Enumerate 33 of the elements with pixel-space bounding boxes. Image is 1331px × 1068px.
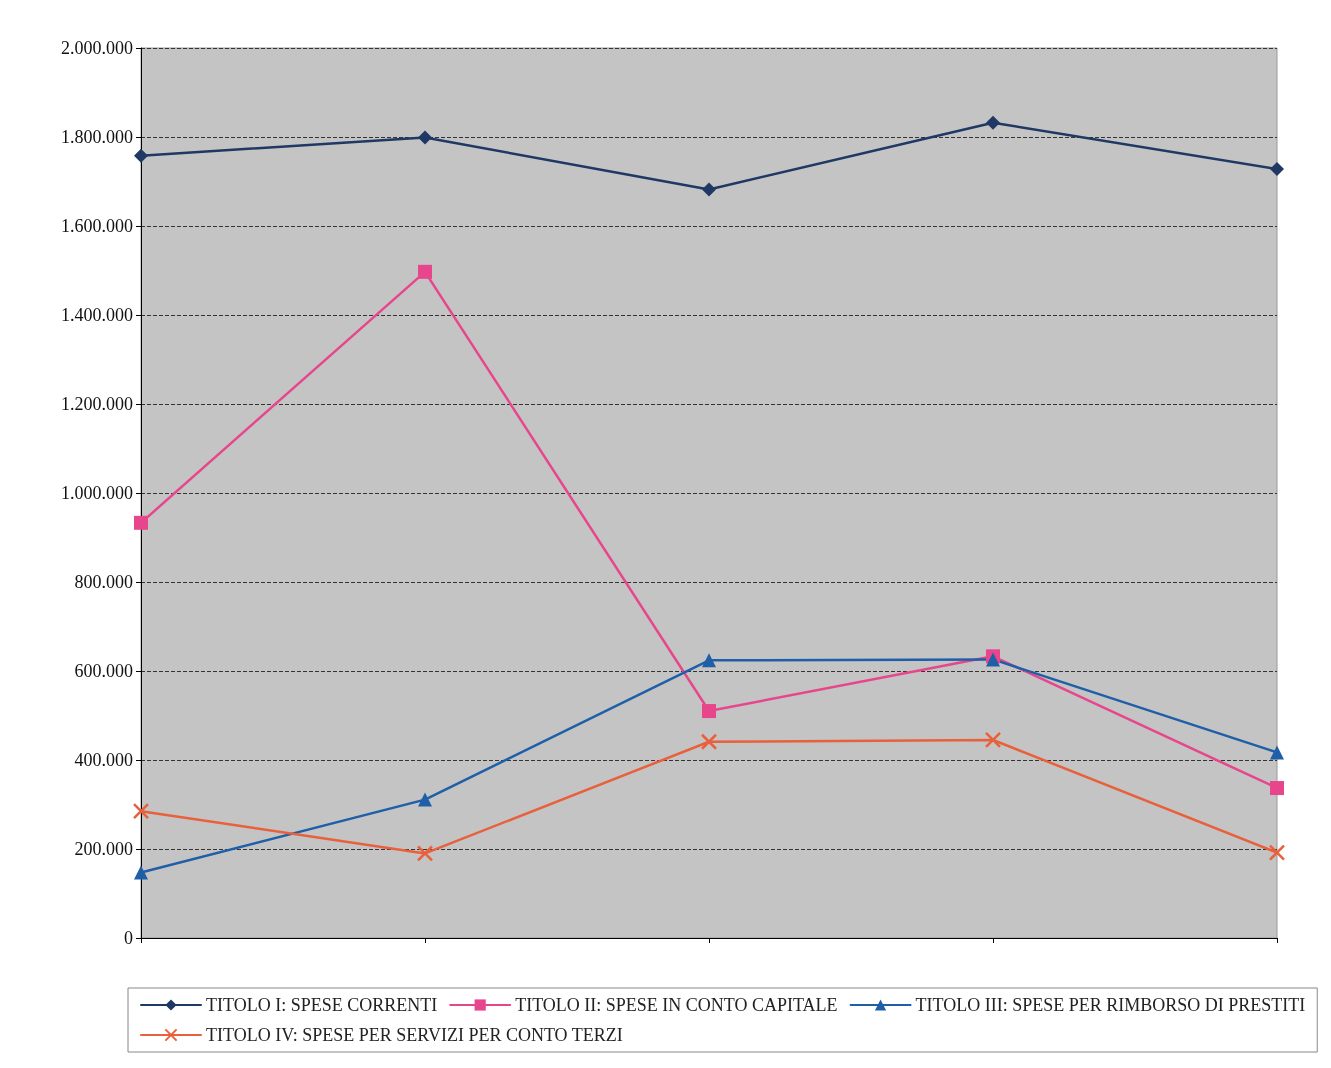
- point: [702, 653, 716, 668]
- y-tick-label: 1.600.000: [61, 216, 133, 236]
- point: [418, 130, 432, 145]
- y-tick-label: 400.000: [74, 750, 133, 770]
- point: [418, 264, 432, 279]
- point: [986, 115, 1000, 130]
- y-tick-label: 1.000.000: [61, 483, 133, 503]
- point: [984, 731, 1002, 749]
- point: [132, 802, 150, 820]
- point: [418, 792, 432, 807]
- y-tick-label: 800.000: [74, 572, 133, 592]
- y-tick-label: 0: [124, 928, 133, 948]
- point: [134, 865, 148, 880]
- point: [1270, 745, 1284, 760]
- point: [702, 182, 716, 197]
- y-tick-label: 200.000: [74, 839, 133, 859]
- legend-label: TITOLO IV: SPESE PER SERVIZI PER CONTO TERZI: [206, 1025, 623, 1045]
- y-tick-label: 2.000.000: [61, 38, 133, 58]
- point: [700, 733, 718, 751]
- y-tick-label: 1.200.000: [61, 394, 133, 414]
- y-tick-label: 600.000: [74, 661, 133, 681]
- legend-label: TITOLO I: SPESE CORRENTI: [206, 995, 438, 1015]
- point: [134, 148, 148, 163]
- point: [702, 704, 716, 719]
- legend-label: TITOLO III: SPESE PER RIMBORSO DI PRESTITI: [915, 995, 1306, 1015]
- point: [416, 845, 434, 862]
- point: [1270, 162, 1284, 177]
- legend-label: TITOLO II: SPESE IN CONTO CAPITALE: [515, 995, 838, 1015]
- point: [134, 515, 148, 530]
- y-tick-label: 1.400.000: [61, 305, 133, 325]
- point: [1268, 844, 1286, 861]
- y-tick-label: 1.800.000: [61, 127, 133, 147]
- point: [1270, 781, 1284, 796]
